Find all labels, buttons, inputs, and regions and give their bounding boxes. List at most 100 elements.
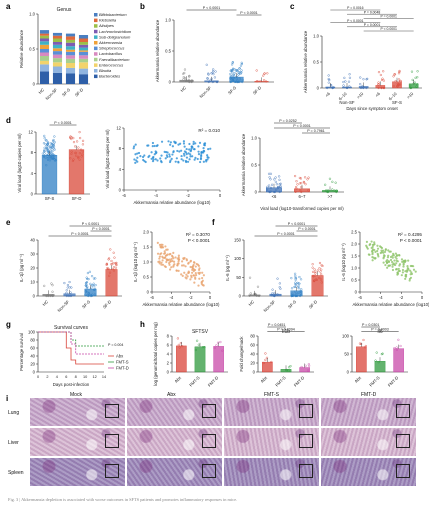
y-tick-label: 4 [167, 352, 170, 357]
figure-caption: Fig. 3 | Akkermansia depletion is associ… [8, 497, 238, 502]
data-point [233, 68, 236, 71]
x-axis-label: Days post-infection [53, 382, 90, 387]
data-point [326, 190, 330, 194]
data-point [240, 62, 243, 66]
data-point [197, 145, 200, 148]
data-point [47, 146, 50, 149]
data-point [263, 72, 266, 75]
histology-column-label: Mock [70, 392, 82, 398]
data-point [413, 81, 416, 84]
x-tick-label: -6 [122, 193, 126, 198]
data-point [416, 76, 419, 79]
significance-label: P < 0.0001 [277, 232, 294, 236]
data-point [85, 276, 88, 279]
legend-swatch [94, 29, 98, 34]
data-point [241, 80, 244, 84]
data-point [150, 151, 153, 154]
data-point [212, 70, 215, 73]
data-point [53, 154, 56, 157]
data-point [278, 178, 281, 181]
data-point [81, 143, 85, 146]
y-tick-label: 2.0 [351, 242, 357, 247]
data-point [188, 74, 191, 78]
data-point [288, 366, 291, 369]
data-point [294, 281, 297, 284]
significance-label: P < 0.0001 [92, 227, 109, 231]
data-point [49, 149, 52, 152]
significance-label: P = 0.0003 [371, 328, 388, 332]
x-tick-label: >10 [406, 91, 415, 100]
y-tick-label: 8 [167, 334, 170, 339]
stat-label: P < 0.0001 [188, 238, 211, 243]
data-point [268, 176, 271, 179]
data-point [108, 274, 111, 277]
data-point [273, 178, 276, 181]
data-point [307, 189, 310, 192]
y-tick-label: 1.0 [29, 12, 35, 17]
data-point [371, 259, 374, 262]
data-point [231, 71, 234, 74]
significance-label: P = 0.0252 [279, 119, 296, 123]
histology-column-label: Abx [167, 392, 176, 398]
zoom-inset-box [299, 404, 313, 418]
data-point [164, 265, 167, 269]
data-point [237, 71, 241, 74]
data-point [294, 290, 297, 293]
y-tick-label: 20 [30, 362, 35, 367]
data-point [63, 281, 66, 285]
data-point [273, 190, 277, 194]
data-point [206, 77, 209, 80]
y-tick-label: 0 [169, 80, 172, 85]
data-point [299, 290, 302, 293]
data-point [91, 293, 94, 296]
data-point [151, 141, 155, 145]
bar [63, 293, 76, 297]
significance-label: P = 0.0094 [277, 328, 294, 332]
stacked-segment [78, 50, 89, 52]
data-point [133, 158, 136, 161]
data-point [189, 155, 192, 158]
y-tick-label: 1.0 [251, 136, 257, 141]
data-point [404, 275, 407, 278]
y-axis-label: Viral load (log10 copies per ml) [105, 129, 110, 189]
x-tick-label: SF-D [72, 196, 82, 201]
y-tick-label: 0 [33, 370, 36, 375]
x-tick-label: Non-SF [44, 87, 58, 101]
data-point [381, 77, 384, 80]
data-point [174, 141, 177, 144]
data-point [385, 261, 389, 264]
data-point [297, 287, 301, 290]
data-point [377, 86, 380, 90]
stacked-segment [78, 62, 89, 69]
legend-swatch [94, 18, 98, 23]
data-point [389, 250, 392, 253]
stacked-segment [52, 35, 63, 39]
data-point [229, 72, 232, 76]
data-point [230, 69, 234, 72]
chart-d-viral-load-bar: 0 4 8 12 Viral load (log10 copies per ml) SF-… [17, 121, 90, 201]
data-point [185, 258, 188, 261]
data-point [50, 282, 53, 285]
data-point [377, 83, 380, 86]
data-point [189, 278, 192, 281]
data-point [332, 86, 335, 89]
panel-label-h: h [140, 320, 145, 329]
data-point [362, 338, 365, 342]
data-point [177, 258, 181, 261]
data-point [415, 85, 418, 88]
significance-label: P < 0.0001 [298, 227, 315, 231]
data-point [279, 182, 282, 185]
data-point [391, 265, 394, 268]
data-point [287, 369, 290, 372]
data-point [194, 348, 197, 352]
data-point [163, 250, 166, 253]
histology-micrograph [321, 458, 416, 486]
chart-b-akkermansia-bar: 0 0.5 1.0 Akkermansia relative abundance HC N… [155, 6, 274, 99]
data-point [307, 176, 310, 179]
data-point [54, 159, 57, 162]
data-point [179, 342, 182, 345]
data-point [318, 276, 321, 280]
data-point [198, 277, 201, 280]
data-point [86, 285, 89, 289]
data-point [163, 251, 167, 255]
